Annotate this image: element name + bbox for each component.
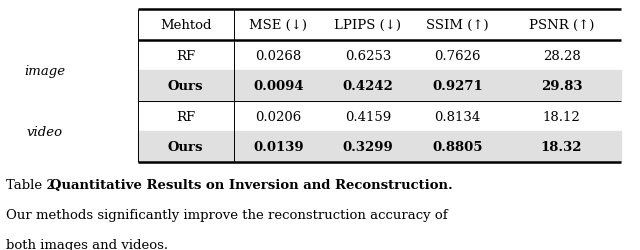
Text: 18.12: 18.12: [543, 110, 580, 123]
Text: Our methods significantly improve the reconstruction accuracy of: Our methods significantly improve the re…: [6, 208, 448, 222]
Text: image: image: [24, 65, 65, 78]
Text: RF: RF: [176, 50, 195, 62]
Bar: [138, 132, 621, 162]
Text: 0.8805: 0.8805: [433, 141, 483, 154]
Text: 0.0094: 0.0094: [253, 80, 304, 93]
Text: 0.3299: 0.3299: [342, 141, 394, 154]
Text: 0.9271: 0.9271: [432, 80, 483, 93]
Text: 0.4242: 0.4242: [342, 80, 394, 93]
Text: 0.0206: 0.0206: [255, 110, 301, 123]
Text: Table 2.: Table 2.: [6, 178, 73, 192]
Text: 18.32: 18.32: [541, 141, 582, 154]
Text: both images and videos.: both images and videos.: [6, 238, 168, 250]
Text: 28.28: 28.28: [543, 50, 580, 62]
Text: video: video: [27, 126, 63, 138]
Text: 0.4159: 0.4159: [345, 110, 391, 123]
Text: Mehtod: Mehtod: [160, 19, 211, 32]
Text: 0.0268: 0.0268: [255, 50, 301, 62]
Text: LPIPS (↓): LPIPS (↓): [335, 19, 401, 32]
Text: 0.0139: 0.0139: [253, 141, 304, 154]
Text: SSIM (↑): SSIM (↑): [426, 19, 489, 32]
Text: Quantitative Results on Inversion and Reconstruction.: Quantitative Results on Inversion and Re…: [50, 178, 452, 192]
Text: Ours: Ours: [168, 80, 204, 93]
Text: MSE (↓): MSE (↓): [250, 19, 307, 32]
Text: 29.83: 29.83: [541, 80, 582, 93]
Text: 0.7626: 0.7626: [435, 50, 481, 62]
Text: PSNR (↑): PSNR (↑): [529, 19, 595, 32]
Text: Ours: Ours: [168, 141, 204, 154]
Text: RF: RF: [176, 110, 195, 123]
Text: 0.8134: 0.8134: [435, 110, 481, 123]
Text: 0.6253: 0.6253: [345, 50, 391, 62]
Bar: [138, 71, 621, 102]
